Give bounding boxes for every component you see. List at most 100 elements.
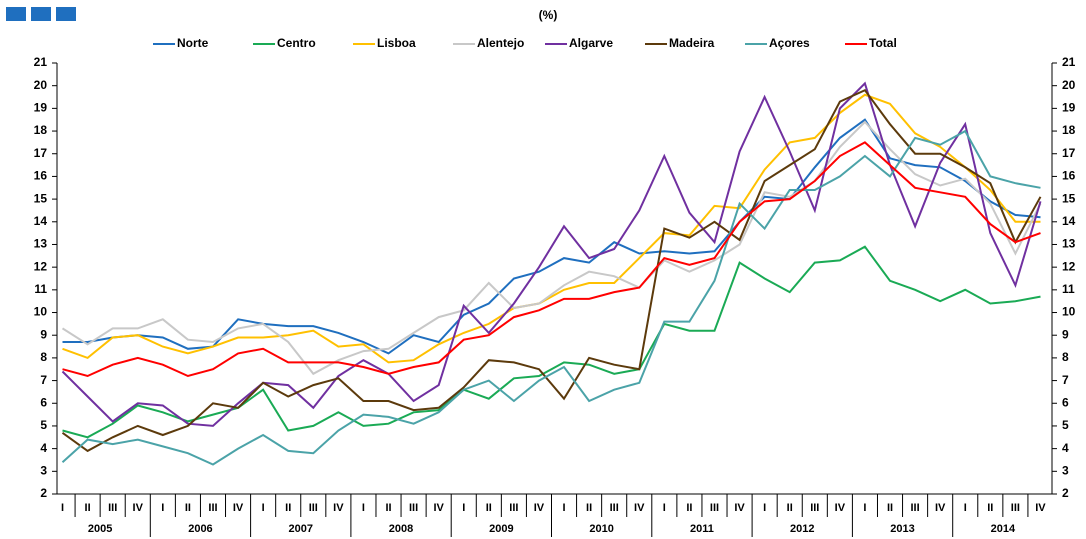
x-tick-label: II [385,502,391,514]
y-tick-label: 14 [34,214,48,228]
x-tick-label: IV [534,502,545,514]
series-line [61,88,1042,453]
legend-label: Total [869,36,897,50]
logo-block [56,7,76,21]
x-tick-label: II [787,502,793,514]
series-line [62,245,1041,439]
year-label: 2011 [690,523,714,535]
y-tick-label: 16 [34,169,48,183]
x-tick-label: IV [835,502,846,514]
x-tick-label: IV [1035,502,1046,514]
y-tick-label-right: 20 [1062,78,1076,92]
y-tick-label-right: 6 [1062,395,1069,409]
year-label: 2006 [188,523,212,535]
x-tick-label: III [710,502,719,514]
x-tick-label: III [309,502,318,514]
y-tick-label-right: 21 [1062,55,1076,69]
y-tick-label-right: 11 [1062,282,1075,296]
x-tick-label: I [663,502,666,514]
logo-block [6,7,26,21]
y-tick-label: 13 [34,237,48,251]
x-tick-label: II [987,502,993,514]
x-tick-label: II [185,502,191,514]
x-tick-label: IV [333,502,344,514]
x-tick-label: IV [734,502,745,514]
y-tick-label: 21 [34,55,48,69]
legend-label: Algarve [569,36,613,50]
year-label: 2007 [289,523,313,535]
y-tick-label-right: 9 [1062,327,1069,341]
y-tick-label: 6 [40,395,47,409]
y-tick-label-right: 17 [1062,146,1076,160]
x-tick-label: IV [133,502,144,514]
chart-subtitle: (%) [539,8,558,22]
y-tick-label-right: 7 [1062,373,1069,387]
y-tick-label: 11 [34,282,47,296]
y-tick-label: 18 [34,123,48,137]
x-tick-label: II [486,502,492,514]
logo-block [31,7,51,21]
x-tick-label: IV [433,502,444,514]
legend-label: Centro [277,36,316,50]
year-label: 2013 [890,523,914,535]
x-tick-label: IV [935,502,946,514]
x-tick-label: I [763,502,766,514]
year-label: 2014 [991,523,1016,535]
series-line [62,93,1041,364]
x-tick-label: IV [233,502,244,514]
y-tick-label: 4 [40,441,47,455]
y-tick-label-right: 15 [1062,191,1076,205]
y-tick-label-right: 2 [1062,486,1069,500]
legend-label: Açores [769,36,810,50]
y-tick-label-right: 5 [1062,418,1069,432]
series-line [61,129,1041,466]
x-tick-label: III [509,502,518,514]
legend-label: Alentejo [477,36,524,50]
x-tick-label: III [911,502,920,514]
x-tick-label: III [610,502,619,514]
x-tick-label: III [208,502,217,514]
legend-label: Norte [177,36,209,50]
y-tick-label: 2 [40,486,47,500]
y-tick-label: 19 [34,101,48,115]
x-tick-label: I [362,502,365,514]
series-line [61,81,1042,427]
year-label: 2005 [88,523,112,535]
year-label: 2010 [589,523,613,535]
y-tick-label: 15 [34,191,48,205]
x-tick-label: I [262,502,265,514]
y-tick-label: 8 [40,350,47,364]
series-line [61,120,1042,376]
y-tick-label: 3 [40,463,47,477]
x-tick-label: I [964,502,967,514]
y-tick-label: 9 [40,327,47,341]
x-tick-label: II [85,502,91,514]
y-tick-label-right: 10 [1062,305,1076,319]
y-tick-label-right: 19 [1062,101,1076,115]
x-tick-label: IV [634,502,645,514]
year-label: 2012 [790,523,814,535]
y-tick-label-right: 14 [1062,214,1076,228]
y-tick-label: 5 [40,418,47,432]
x-tick-label: III [1011,502,1020,514]
x-tick-label: I [61,502,64,514]
y-tick-label: 10 [34,305,48,319]
y-tick-label-right: 8 [1062,350,1069,364]
year-label: 2008 [389,523,413,535]
legend-label: Lisboa [377,36,416,50]
y-tick-label-right: 4 [1062,441,1069,455]
y-tick-label: 17 [34,146,48,160]
year-label: 2009 [489,523,513,535]
x-tick-label: I [462,502,465,514]
x-tick-label: II [285,502,291,514]
y-tick-label-right: 3 [1062,463,1069,477]
y-tick-label-right: 18 [1062,123,1076,137]
y-tick-label: 12 [34,259,48,273]
y-tick-label-right: 16 [1062,169,1076,183]
x-tick-label: III [810,502,819,514]
x-tick-label: I [161,502,164,514]
series-line [62,141,1041,378]
x-tick-label: III [108,502,117,514]
x-tick-label: II [686,502,692,514]
